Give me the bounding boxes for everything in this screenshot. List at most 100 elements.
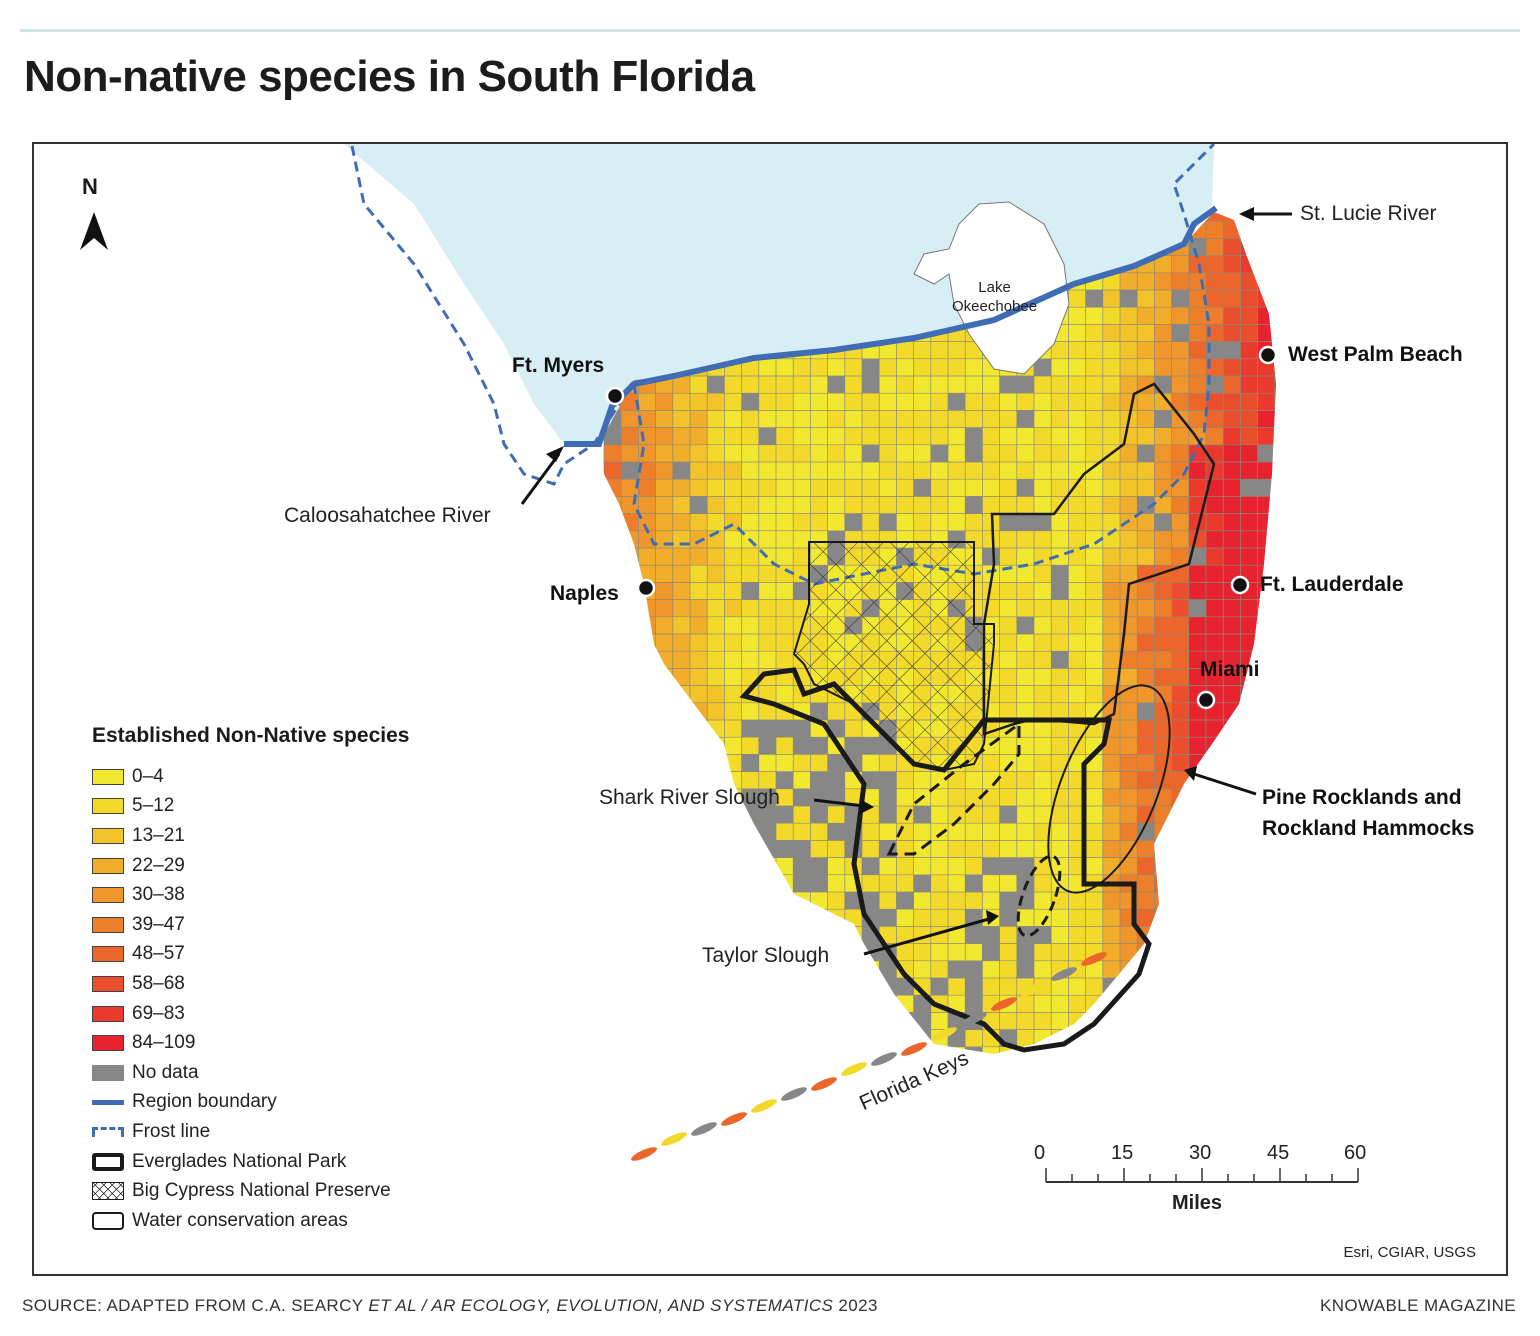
grid-cell: [1016, 788, 1034, 806]
grid-cell: [1223, 358, 1241, 376]
grid-cell: [1137, 599, 1155, 617]
grid-cell: [1120, 479, 1138, 497]
grid-cell: [879, 806, 897, 824]
grid-cell: [1171, 702, 1189, 720]
grid-cell: [1034, 788, 1052, 806]
grid-cell: [999, 960, 1017, 978]
grid-cell: [758, 444, 776, 462]
grid-cell: [1240, 376, 1258, 394]
grid-cell: [1102, 892, 1120, 910]
grid-cell: [1102, 290, 1120, 308]
map-canvas: [34, 144, 1506, 1274]
grid-cell: [896, 341, 914, 359]
grid-cell: [1188, 462, 1206, 480]
grid-cell: [1120, 548, 1138, 566]
grid-cell: [1120, 565, 1138, 583]
grid-cell: [965, 376, 983, 394]
grid-cell: [1016, 806, 1034, 824]
legend-row-water-conservation: Water conservation areas: [92, 1206, 391, 1236]
grid-cell: [1102, 341, 1120, 359]
grid-cell: [1120, 272, 1138, 290]
grid-cell: [672, 599, 690, 617]
grid-cell: [1188, 307, 1206, 325]
grid-cell: [776, 444, 794, 462]
grid-cell: [1102, 479, 1120, 497]
grid-cell: [776, 823, 794, 841]
grid-cell: [896, 926, 914, 944]
grid-cell: [690, 548, 708, 566]
grid-cell: [1154, 582, 1172, 600]
grid-cell: [1240, 393, 1258, 411]
grid-cell: [741, 496, 759, 514]
grid-cell: [896, 857, 914, 875]
grid-cell: [965, 358, 983, 376]
grid-cell: [965, 479, 983, 497]
grid-cell: [1240, 444, 1258, 462]
grid-cell: [982, 376, 1000, 394]
grid-cell: [1137, 307, 1155, 325]
grid-cell: [844, 892, 862, 910]
annotation-arrows: [520, 212, 1292, 956]
grid-cell: [793, 479, 811, 497]
grid-cell: [879, 427, 897, 445]
grid-cell: [1068, 651, 1086, 669]
grid-cell: [1223, 548, 1241, 566]
grid-cell: [793, 462, 811, 480]
grid-cell: [1223, 238, 1241, 256]
grid-cell: [1068, 978, 1086, 996]
grid-cell: [930, 823, 948, 841]
grid-cell: [741, 513, 759, 531]
key-island: [991, 997, 1017, 1011]
grid-cell: [1206, 238, 1224, 256]
grid-cell: [655, 616, 673, 634]
grid-cell: [1068, 513, 1086, 531]
grid-cell: [1137, 358, 1155, 376]
grid-cell: [1016, 410, 1034, 428]
legend-label: 39–47: [132, 913, 185, 935]
grid-cell: [1068, 840, 1086, 858]
grid-cell: [724, 479, 742, 497]
legend-label: Big Cypress National Preserve: [132, 1180, 391, 1202]
grid-cell: [1102, 754, 1120, 772]
grid-cell: [1051, 582, 1069, 600]
shark-river-label: Shark River Slough: [599, 786, 780, 809]
grid-cell: [1068, 668, 1086, 686]
grid-cell: [1016, 754, 1034, 772]
legend-label: No data: [132, 1061, 199, 1083]
legend-row-big-cypress: Big Cypress National Preserve: [92, 1176, 391, 1206]
grid-cell: [965, 1029, 983, 1047]
pine-rocklands-label: Pine Rocklands and Rockland Hammocks: [1262, 782, 1474, 844]
grid-cell: [913, 358, 931, 376]
grid-cell: [1102, 393, 1120, 411]
grid-cell: [1016, 462, 1034, 480]
grid-cell: [1051, 737, 1069, 755]
grid-cell: [1102, 427, 1120, 445]
grid-cell: [1034, 496, 1052, 514]
legend-label: 13–21: [132, 824, 185, 846]
grid-cell: [1171, 513, 1189, 531]
grid-cell: [758, 358, 776, 376]
grid-cell: [1188, 616, 1206, 634]
grid-cell: [793, 513, 811, 531]
grid-cell: [1223, 324, 1241, 342]
source-italic: ET AL / AR ECOLOGY, EVOLUTION, AND SYSTE…: [368, 1296, 834, 1315]
grid-cell: [1102, 651, 1120, 669]
grid-cell: [1068, 582, 1086, 600]
grid-cell: [1051, 376, 1069, 394]
grid-cell: [1223, 462, 1241, 480]
grid-cell: [776, 479, 794, 497]
grid-cell: [999, 788, 1017, 806]
grid-cell: [1085, 788, 1103, 806]
grid-cell: [827, 754, 845, 772]
grid-cell: [1240, 307, 1258, 325]
legend-row-bin-9: 84–109: [92, 1028, 391, 1058]
grid-cell: [1171, 307, 1189, 325]
grid-cell: [1016, 393, 1034, 411]
grid-cell: [1034, 668, 1052, 686]
grid-cell: [793, 806, 811, 824]
grid-cell: [1034, 530, 1052, 548]
grid-cell: [1154, 462, 1172, 480]
grid-cell: [965, 943, 983, 961]
grid-cell: [982, 960, 1000, 978]
grid-cell: [655, 513, 673, 531]
